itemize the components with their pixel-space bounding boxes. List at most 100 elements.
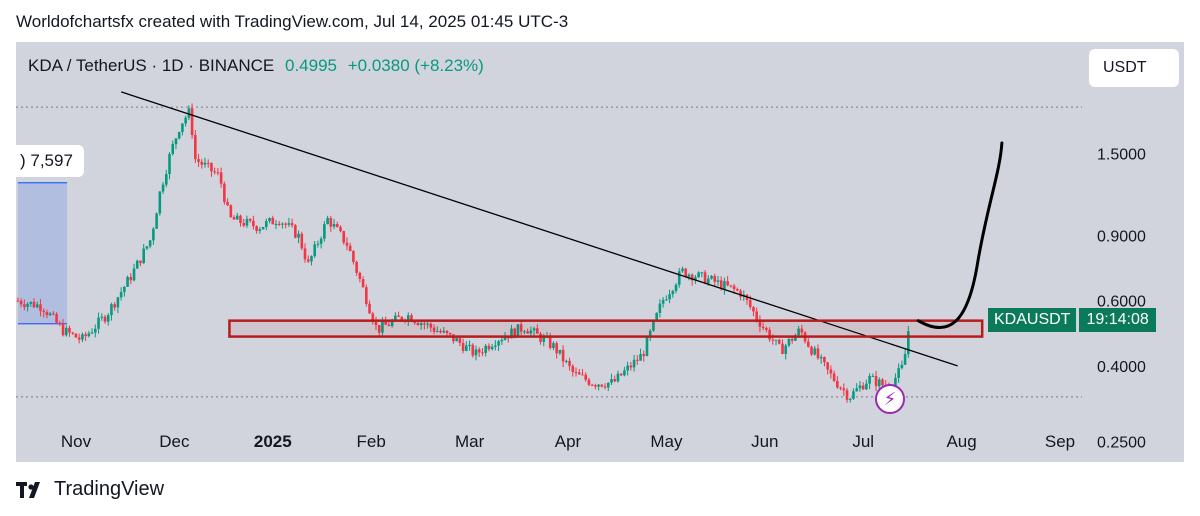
candle-body [58,322,62,325]
attribution-text: Worldofchartsfx created with TradingView… [16,12,569,31]
candle-body [300,233,304,249]
candle-body [384,321,387,325]
candle-body [826,362,829,370]
candle-body [129,277,133,281]
candle-body [248,218,252,221]
candle-body [858,385,862,389]
candle-body [794,335,797,341]
candle-body [477,349,481,353]
candle-body [77,337,81,340]
candle-body [235,215,239,220]
lightning-bolt-icon[interactable]: ⚡ [875,384,905,414]
candle-body [868,376,871,384]
candle-body [513,328,517,337]
symbol-legend[interactable]: KDA / TetherUS · 1D · BINANCE 0.4995 +0.… [28,56,484,76]
candle-body [435,331,439,333]
candle-body [255,226,258,231]
x-tick-label: Feb [357,432,386,451]
candle-body [503,336,507,340]
candle-body [519,324,523,332]
price-tag-symbol: KDAUSDT [988,308,1077,332]
candle-body [739,290,742,297]
candle-body [106,315,110,322]
candle-body [158,191,162,214]
candle-body [139,260,142,264]
candle-body [648,330,652,338]
candle-body [842,388,846,391]
candle-body [661,299,665,304]
candle-body [410,315,413,322]
candle-body [658,303,662,313]
candle-body [700,272,704,274]
candle-body [468,344,471,346]
candle-body [706,278,710,284]
candle-body [310,256,313,262]
candle-body [752,307,755,312]
candle-body [907,331,910,355]
candle-body [252,220,255,227]
candle-body [526,331,529,334]
candle-body [465,345,468,351]
candle-body [103,316,107,322]
candle-body [90,332,94,334]
candle-body [584,374,587,380]
candle-body [726,281,729,286]
candle-body [703,272,707,284]
candle-body [390,320,394,327]
candle-body [74,333,78,338]
candle-body [181,123,184,133]
tradingview-logo-icon [16,481,40,498]
candle-body [271,217,275,225]
candle-body [81,334,84,340]
candle-body [135,260,139,269]
brand[interactable]: TradingView [16,478,164,501]
candle-body [655,312,658,321]
candle-body [626,365,629,371]
candle-body [123,286,126,293]
candle-body [542,336,546,342]
candle-body [219,172,223,184]
candle-body [639,354,642,361]
candle-body [203,162,207,165]
candle-body [813,348,817,355]
candle-body [377,324,381,333]
candle-body [481,352,484,354]
candle-body [832,373,836,381]
candle-body [148,240,152,247]
candle-body [345,242,349,246]
candle-body [577,372,581,375]
candle-body [719,280,723,290]
candle-body [636,359,639,361]
candle-body [629,365,633,368]
candle-body [84,334,87,337]
candle-body [16,300,20,302]
candle-body [323,224,326,239]
candle-body [807,341,810,347]
candle-body [187,108,191,118]
candle-body [400,316,404,321]
candle-body [784,345,788,355]
candle-body [284,223,287,225]
projected-path [916,141,1004,330]
currency-button[interactable]: USDT [1089,49,1179,87]
candle-body [871,375,875,377]
candle-body [590,384,594,386]
support-zone [228,319,984,338]
candle-body [423,323,426,325]
candle-body [855,388,858,392]
candle-body [894,377,897,388]
candle-body [35,304,39,308]
candle-body [442,330,446,333]
candle-body [568,360,571,366]
candle-body [565,360,568,362]
candle-body [174,138,178,145]
candle-body [26,303,29,307]
chart-pane[interactable] [16,42,1184,462]
bar-countdown: 19:14:08 [1079,308,1156,332]
candle-body [23,304,26,307]
candle-body [294,225,297,238]
candle-body [223,183,226,202]
candle-body [200,161,204,165]
candle-body [313,244,316,257]
